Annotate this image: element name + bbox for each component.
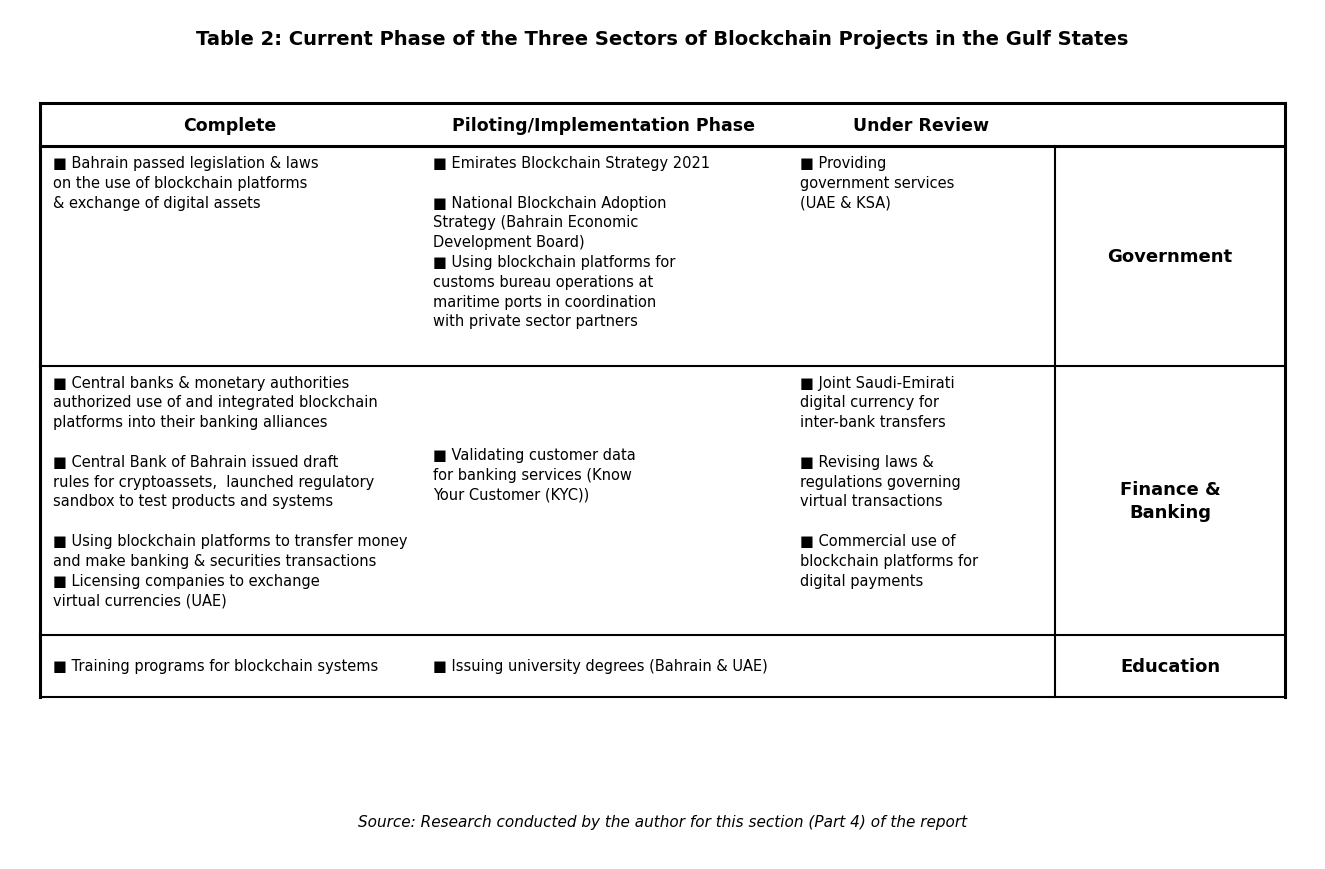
Text: Government: Government: [1108, 248, 1232, 266]
Text: ■ Joint Saudi-Emirati
digital currency for
inter-bank transfers

■ Revising laws: ■ Joint Saudi-Emirati digital currency f…: [800, 375, 978, 587]
Text: Complete: Complete: [183, 116, 277, 135]
Text: Piloting/Implementation Phase: Piloting/Implementation Phase: [452, 116, 755, 135]
Text: ■ Providing
government services
(UAE & KSA): ■ Providing government services (UAE & K…: [800, 156, 955, 210]
Text: ■ Validating customer data
for banking services (Know
Your Customer (KYC)): ■ Validating customer data for banking s…: [433, 448, 636, 502]
Text: ■ Emirates Blockchain Strategy 2021

■ National Blockchain Adoption
Strategy (Ba: ■ Emirates Blockchain Strategy 2021 ■ Na…: [433, 156, 710, 329]
Text: Education: Education: [1120, 657, 1220, 675]
Text: Source: Research conducted by the author for this section (Part 4) of the report: Source: Research conducted by the author…: [358, 813, 967, 829]
Text: ■ Training programs for blockchain systems: ■ Training programs for blockchain syste…: [53, 659, 378, 673]
Text: Under Review: Under Review: [853, 116, 988, 135]
Text: ■ Central banks & monetary authorities
authorized use of and integrated blockcha: ■ Central banks & monetary authorities a…: [53, 375, 408, 607]
Text: ■ Issuing university degrees (Bahrain & UAE): ■ Issuing university degrees (Bahrain & …: [433, 659, 767, 673]
Text: ■ Bahrain passed legislation & laws
on the use of blockchain platforms
& exchang: ■ Bahrain passed legislation & laws on t…: [53, 156, 318, 210]
Text: Table 2: Current Phase of the Three Sectors of Blockchain Projects in the Gulf S: Table 2: Current Phase of the Three Sect…: [196, 30, 1129, 49]
Text: Finance &
Banking: Finance & Banking: [1120, 480, 1220, 521]
